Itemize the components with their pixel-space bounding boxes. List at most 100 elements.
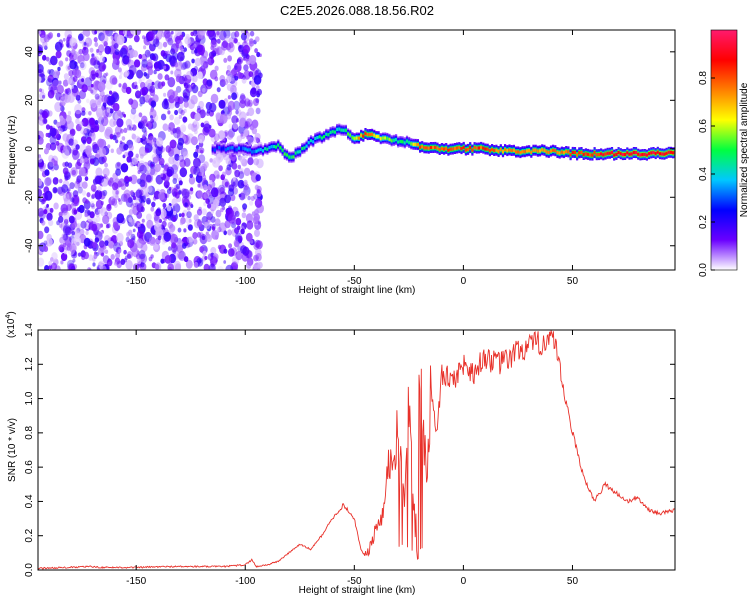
noise-cell [225,264,234,270]
noise-cell [243,44,250,54]
noise-cell [193,261,199,268]
signal-cell [227,147,230,151]
noise-cell [38,30,42,35]
noise-cell [174,192,180,199]
noise-cell [135,153,139,158]
signal-cell [654,152,657,156]
noise-cell [48,32,54,39]
y-tick-label: 1.2 [24,357,35,371]
noise-cell [146,213,152,221]
noise-cell [246,192,250,197]
noise-cell [72,75,78,82]
noise-cell [163,65,167,70]
signal-cell [338,127,341,131]
signal-cell [528,149,531,153]
noise-cell [210,216,216,223]
noise-cell [43,34,50,43]
noise-cell [185,216,192,225]
signal-cell [329,130,332,134]
noise-cell [123,55,131,65]
signal-cell [213,148,217,152]
noise-cell [155,228,164,239]
snr-line [38,330,675,570]
noise-cell [40,34,47,44]
noise-cell [193,120,197,125]
noise-cell [138,249,146,260]
noise-cell [42,54,47,61]
noise-cell [148,236,156,246]
noise-cell [63,145,68,151]
noise-cell [184,82,189,89]
noise-cell [153,214,159,222]
noise-cell [206,109,211,114]
noise-cell [45,132,49,138]
signal-cell [591,153,594,157]
signal-cell [604,152,607,156]
signal-cell [373,133,376,137]
noise-cell [38,156,43,163]
noise-cell [101,94,108,104]
noise-cell [248,54,257,65]
noise-cell [89,117,95,126]
signal-cell [549,149,553,153]
noise-cell [158,157,165,166]
noise-cell [78,48,83,55]
signal-cell [220,147,223,151]
signal-cell [567,150,570,154]
noise-cell [228,243,233,249]
noise-cell [218,130,226,140]
noise-cell [181,188,190,199]
noise-cell [236,225,241,230]
noise-cell [209,69,218,80]
y-tick-label: 1.4 [24,323,35,337]
signal-cell [453,146,457,151]
noise-cell [87,267,92,270]
noise-cell [94,30,97,35]
noise-cell [128,144,134,152]
signal-cell [665,151,668,155]
colorbar-tick-label: 0.2 [698,215,709,229]
noise-cell [153,69,157,75]
noise-cell [178,30,182,33]
signal-cell [462,145,465,149]
noise-cell [38,154,42,159]
noise-cell [231,162,238,170]
noise-cell [53,202,59,210]
noise-cell [66,204,72,211]
noise-cell [164,255,172,264]
signal-cell [384,136,387,140]
signal-cell [270,145,273,149]
noise-cell [223,248,228,254]
noise-cell [172,161,180,171]
signal-cell [661,152,664,156]
noise-cell [193,157,201,168]
noise-cell [38,111,41,117]
noise-cell [160,113,167,121]
noise-cell [167,110,171,115]
noise-cell [60,105,65,112]
noise-cell [195,174,203,184]
noise-cell [231,115,239,124]
noise-cell [92,241,98,249]
x-tick-label: 50 [567,276,579,287]
noise-cell [158,191,165,201]
noise-cell [60,252,68,262]
signal-cell [312,140,315,144]
noise-cell [243,64,249,72]
noise-cell [170,233,178,245]
noise-cell [133,223,137,227]
noise-cell [240,228,245,235]
noise-cell [70,84,74,89]
noise-cell [160,173,164,178]
noise-cell [156,207,161,213]
noise-cell [109,118,116,128]
noise-cell [136,230,143,239]
noise-cell [102,214,110,225]
noise-cell [141,115,148,124]
noise-cell [251,119,259,129]
signal-cell [299,150,302,154]
noise-cell [109,75,118,85]
signal-cell [381,136,385,140]
noise-cell [109,133,114,139]
noise-cell [52,70,59,79]
